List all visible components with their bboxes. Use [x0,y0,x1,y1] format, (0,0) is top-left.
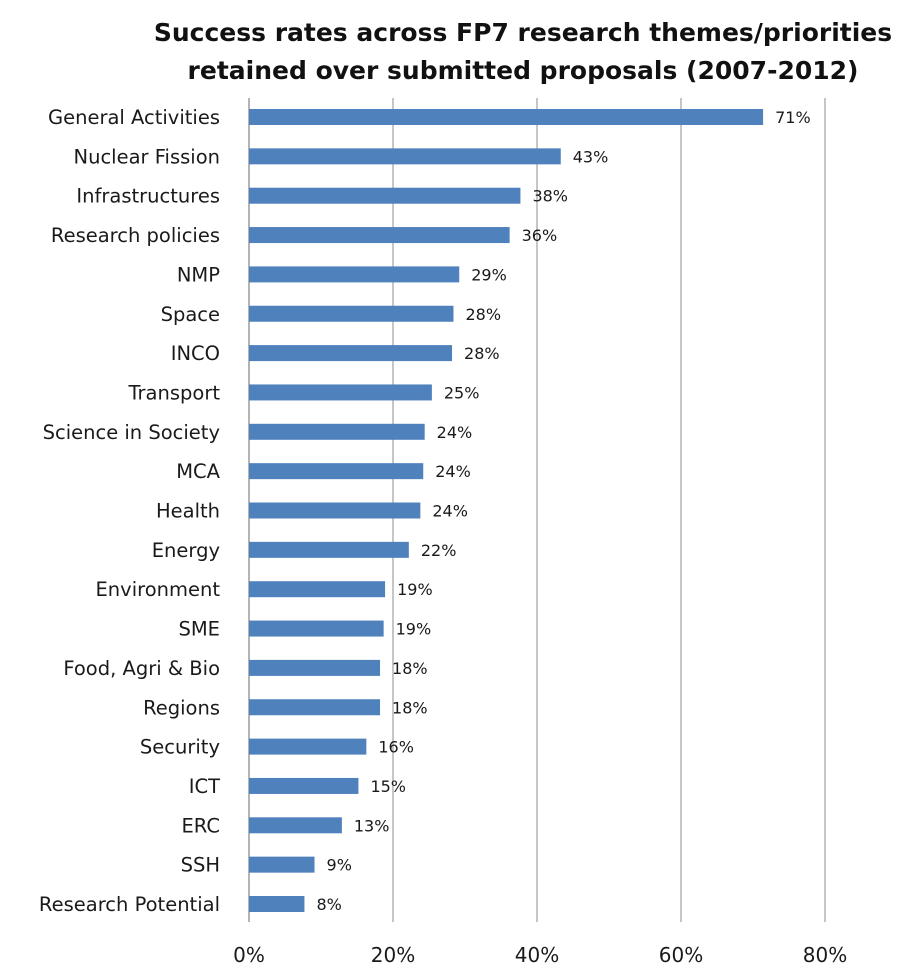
value-label: 22% [421,541,457,560]
bar-regions [249,699,381,716]
value-label: 43% [573,147,609,166]
bar-transport [249,384,432,401]
x-tick-label: 20% [371,943,415,967]
value-label: 29% [471,265,507,284]
value-label: 13% [354,816,390,835]
x-axis-tick-labels: 0% 20% 40% 60% 80% [233,943,847,967]
value-label: 38% [532,187,568,206]
bar-energy [249,541,409,558]
value-label: 19% [396,620,432,639]
bar-nmp [249,266,460,283]
x-tick-label: 0% [233,943,265,967]
bar-security [249,738,367,755]
category-label: Transport [127,381,220,404]
bar-research-potential [249,896,305,912]
category-label: Science in Society [43,421,220,444]
bars [249,109,764,912]
category-label: SME [178,618,220,641]
bar-science-in-society [249,423,425,440]
chart-title-line-2: retained over submitted proposals (2007-… [188,56,859,85]
category-label: Energy [152,539,220,562]
category-label: Space [161,303,220,326]
category-label: Food, Agri & Bio [63,657,220,680]
bar-inco [249,345,453,362]
bar-research-policies [249,227,510,244]
value-label: 8% [316,895,341,914]
value-label: 71% [775,108,811,127]
bar-general-activities [249,109,764,125]
bar-food-agri-bio [249,659,381,676]
bar-health [249,502,421,519]
bar-mca [249,463,424,480]
value-label: 15% [370,777,406,796]
category-labels: General Activities Nuclear Fission Infrast… [39,106,221,916]
chart-title: Success rates across FP7 research themes… [154,18,892,85]
value-label: 18% [392,698,428,717]
bar-erc [249,817,342,834]
category-label: ICT [189,775,220,798]
value-labels: 71% 43% 38% 36% 29% 28% 28% 25% 24% 24% 24% 22% 19% 1… [316,108,810,914]
bar-nuclear-fission [249,148,561,165]
bar-space [249,305,454,322]
category-label: NMP [177,263,220,286]
value-label: 25% [444,383,480,402]
bar-sme [249,620,384,637]
bar-environment [249,581,386,598]
value-label: 28% [464,344,500,363]
chart-title-line-1: Success rates across FP7 research themes… [154,18,892,47]
value-label: 18% [392,659,428,678]
x-tick-label: 60% [659,943,703,967]
value-label: 9% [327,856,352,875]
value-label: 19% [397,580,433,599]
category-label: Infrastructures [76,185,220,208]
category-label: Security [140,736,220,759]
category-label: SSH [181,854,220,877]
x-tick-label: 80% [803,943,847,967]
value-label: 24% [437,423,473,442]
category-label: Environment [95,578,220,601]
value-label: 28% [465,305,501,324]
bar-ict [249,777,359,794]
category-label: INCO [171,342,220,365]
x-tick-label: 40% [515,943,559,967]
value-label: 24% [435,462,471,481]
category-label: ERC [181,814,220,837]
value-label: 36% [522,226,558,245]
bar-infrastructures [249,187,521,204]
category-label: Research policies [51,224,220,247]
category-label: Regions [143,696,220,719]
category-label: Research Potential [39,893,220,916]
category-label: General Activities [48,106,220,129]
bar-ssh [249,856,315,873]
category-label: Health [156,500,220,523]
value-label: 16% [378,738,414,757]
category-label: MCA [176,460,220,483]
value-label: 24% [432,502,468,521]
category-label: Nuclear Fission [74,145,221,168]
